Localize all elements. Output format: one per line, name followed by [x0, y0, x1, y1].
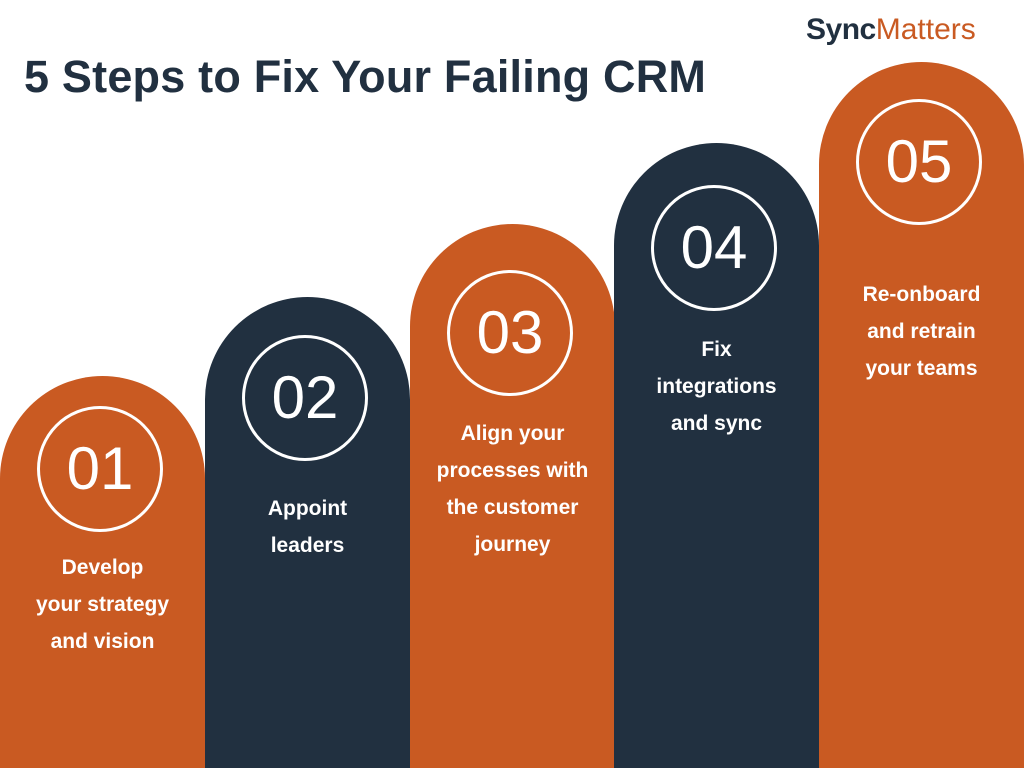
step-number: 04 — [680, 214, 748, 281]
page-title: 5 Steps to Fix Your Failing CRM — [24, 51, 707, 102]
step-pillar-3: 03 Align your processes with the custome… — [410, 224, 615, 768]
step-pillar-5: 05 Re-onboard and retrain your teams — [819, 62, 1024, 768]
step-label: Appoint leaders — [267, 497, 348, 557]
step-number-circle: 01 — [37, 406, 163, 532]
step-number: 01 — [66, 435, 134, 502]
step-number: 02 — [271, 364, 339, 431]
logo-text-sync: Sync — [806, 13, 876, 46]
step-pillar-4: 04 Fix integrations and sync — [614, 143, 819, 768]
step-number: 03 — [476, 299, 544, 366]
step-number-circle: 02 — [242, 335, 368, 461]
syncmatters-logo: SyncMatters — [806, 12, 976, 48]
step-label: Align your processes with the customer j… — [436, 422, 589, 556]
step-number: 05 — [885, 128, 953, 195]
step-number-circle: 05 — [856, 99, 982, 225]
step-pillar-1: 01 Develop your strategy and vision — [0, 376, 205, 768]
step-number-circle: 03 — [447, 270, 573, 396]
logo-text-matters: Matters — [875, 13, 976, 46]
step-number-circle: 04 — [651, 185, 777, 311]
step-label: Fix integrations and sync — [656, 338, 777, 435]
step-label: Develop your strategy and vision — [35, 556, 170, 653]
step-pillar-2: 02 Appoint leaders — [205, 297, 410, 768]
step-label: Re-onboard and retrain your teams — [862, 283, 981, 380]
